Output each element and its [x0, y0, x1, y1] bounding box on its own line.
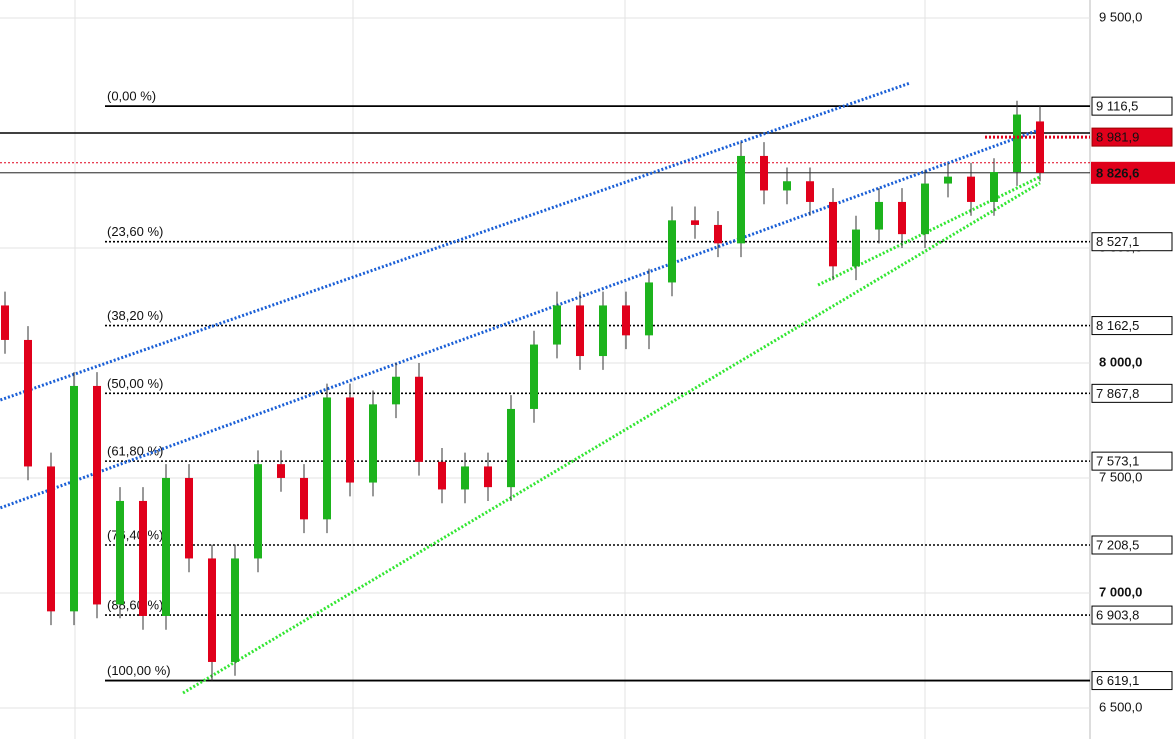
candle-body [24, 339, 32, 467]
price-tag [1091, 605, 1173, 625]
price-tag-label: 8 162,5 [1096, 318, 1139, 333]
price-tag-label: 9 116,5 [1096, 99, 1138, 114]
candle-body [277, 464, 285, 478]
y-tick-label: 8 000,0 [1099, 354, 1142, 369]
candle-body [507, 408, 515, 488]
candle-body [645, 282, 653, 336]
candle-body [852, 229, 860, 267]
trendline [0, 81, 911, 402]
candle-body [484, 466, 492, 488]
candle-body [231, 558, 239, 662]
trendline [817, 175, 1041, 287]
candle-body [691, 220, 699, 225]
candle-body [47, 466, 55, 612]
candle-body [116, 500, 124, 605]
candle-body [208, 558, 216, 662]
fib-label: (50,00 %) [107, 376, 163, 391]
candle-body [185, 477, 193, 559]
candle-body [599, 305, 607, 357]
fib-label: (61,80 %) [107, 444, 163, 459]
candle-body [300, 477, 308, 520]
price-tag [1091, 451, 1173, 471]
candle-body [1, 305, 9, 340]
marker-tag-label: 8 981,9 [1096, 130, 1139, 145]
candle-body [70, 385, 78, 612]
candle-body [461, 466, 469, 490]
candle-body [254, 464, 262, 559]
candle-body [162, 477, 170, 616]
y-tick-label: 7 000,0 [1099, 584, 1142, 599]
candle-body [530, 344, 538, 409]
candle-body [346, 397, 354, 483]
last-price-label: 8 826,6 [1096, 165, 1139, 180]
candle-body [714, 224, 722, 244]
candle-body [944, 176, 952, 184]
last-price-tag [1091, 161, 1175, 184]
candle-body [875, 201, 883, 230]
candle-body [622, 305, 630, 336]
price-tag-label: 8 527,1 [1096, 234, 1139, 249]
y-tick-label: 9 500,0 [1099, 9, 1142, 24]
price-tag-label: 6 903,8 [1096, 608, 1139, 623]
candle-body [668, 220, 676, 283]
candle-body [93, 385, 101, 605]
price-tag [1091, 671, 1173, 691]
candle-body [139, 500, 147, 616]
price-tag-label: 7 573,1 [1096, 454, 1139, 469]
candle-body [415, 376, 423, 462]
candle-body [898, 201, 906, 235]
price-tag [1091, 383, 1173, 403]
fib-label: (23,60 %) [107, 224, 163, 239]
candle-body [1036, 121, 1044, 173]
candle-body [737, 155, 745, 244]
candle-body [783, 181, 791, 191]
fib-label: (88,60 %) [107, 598, 163, 613]
trendline [0, 126, 1046, 510]
fib-label: (38,20 %) [107, 308, 163, 323]
price-tag-label: 7 208,5 [1096, 537, 1139, 552]
candle-body [967, 176, 975, 202]
price-tag [1091, 535, 1173, 555]
candle-body [392, 376, 400, 405]
price-tag-label: 7 867,8 [1096, 386, 1139, 401]
fib-label: (0,00 %) [107, 89, 156, 104]
fib-label: (100,00 %) [107, 663, 171, 678]
candle-body [369, 404, 377, 483]
candle-body [576, 305, 584, 357]
price-tag [1091, 96, 1173, 116]
candle-body [806, 181, 814, 202]
candle-body [760, 155, 768, 191]
candle-body [1013, 114, 1021, 173]
y-tick-label: 6 500,0 [1099, 699, 1142, 714]
y-tick-label: 7 500,0 [1099, 469, 1142, 484]
candle-body [990, 172, 998, 202]
candle-body [553, 305, 561, 345]
candle-body [323, 397, 331, 520]
price-tag [1091, 232, 1173, 252]
candle-body [829, 201, 837, 267]
candle-body [921, 183, 929, 235]
fib-label: (76,40 %) [107, 527, 163, 542]
price-tag-label: 6 619,1 [1096, 673, 1139, 688]
price-tag [1091, 316, 1173, 336]
candle-body [438, 461, 446, 490]
marker-tag [1091, 127, 1173, 147]
